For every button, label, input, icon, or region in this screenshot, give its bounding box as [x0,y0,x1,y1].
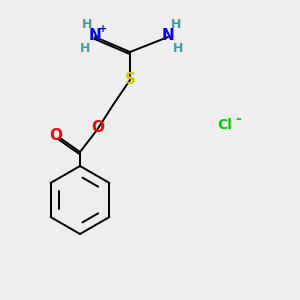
Text: H: H [82,17,92,31]
Text: -: - [235,112,241,126]
Text: N: N [162,28,174,43]
Text: S: S [124,73,136,88]
Text: Cl: Cl [218,118,232,132]
Text: H: H [173,41,183,55]
Text: +: + [99,24,107,34]
Text: H: H [171,17,181,31]
Text: N: N [88,28,101,43]
Text: H: H [80,41,90,55]
Text: O: O [92,121,104,136]
Text: O: O [50,128,62,143]
